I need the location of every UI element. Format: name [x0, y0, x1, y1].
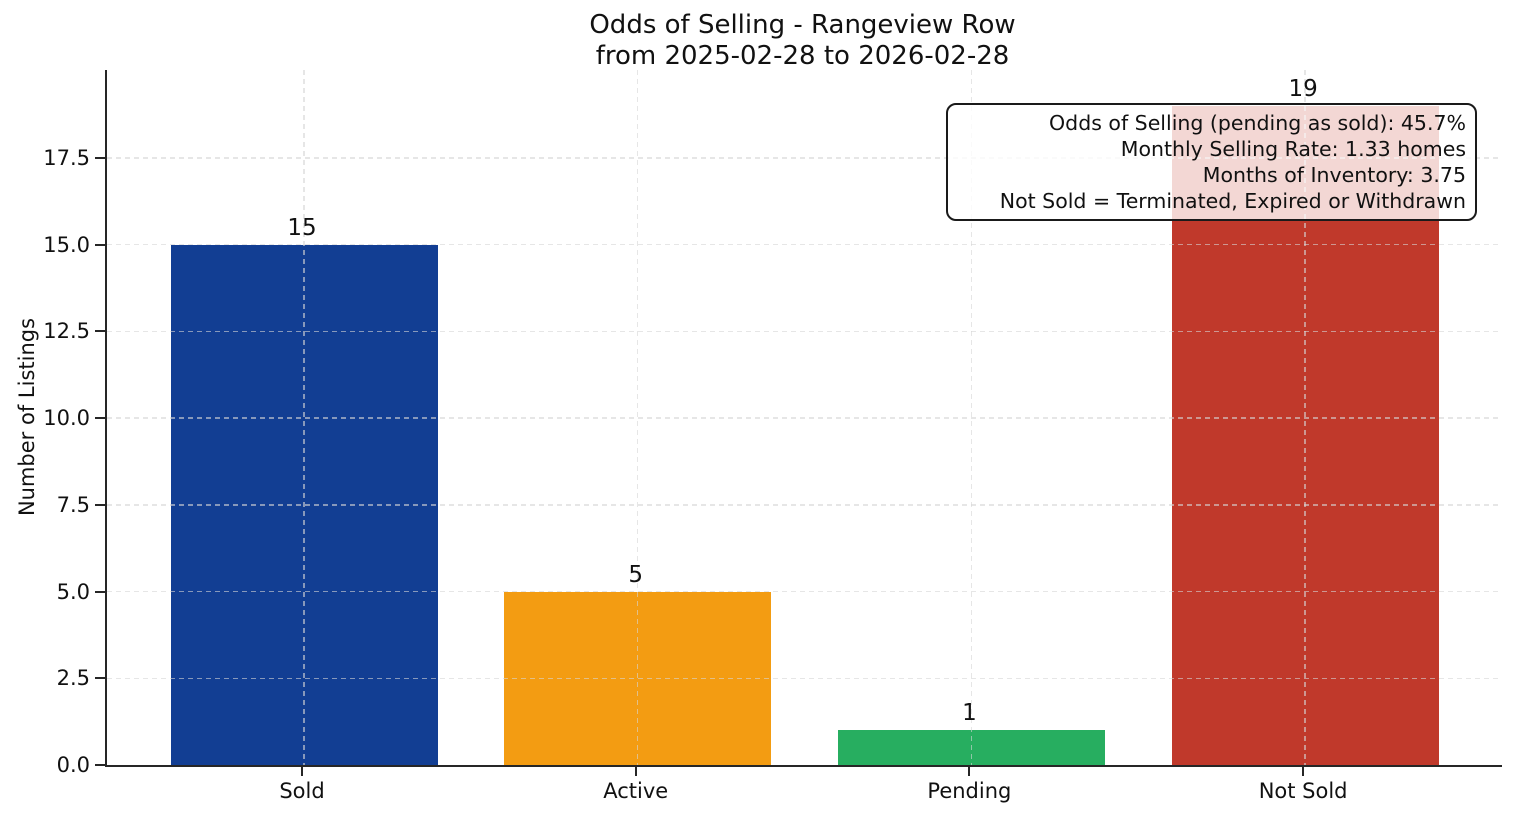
stats-annotation: Odds of Selling (pending as sold): 45.7%…: [946, 103, 1477, 221]
x-tick-label-pending: Pending: [927, 779, 1012, 803]
x-tick-mark: [968, 767, 971, 776]
y-tick-mark: [95, 330, 105, 333]
annotation-line-selling-rate: Monthly Selling Rate: 1.33 homes: [1120, 137, 1466, 161]
x-tick-mark: [1302, 767, 1305, 776]
x-tick-mark: [301, 767, 303, 776]
y-tick-label: 2.5: [56, 666, 90, 691]
chart-title-block: Odds of Selling - Rangeview Row from 202…: [105, 10, 1500, 72]
bar-pending: [837, 730, 1105, 765]
y-tick-label: 12.5: [43, 319, 90, 344]
annotation-line-notsold-note: Not Sold = Terminated, Expired or Withdr…: [999, 189, 1466, 213]
annotation-line-odds: Odds of Selling (pending as sold): 45.7%: [1049, 111, 1466, 135]
x-tick-label-active: Active: [603, 779, 669, 803]
bar-active: [504, 591, 772, 765]
x-tick-label-sold: Sold: [279, 779, 325, 803]
y-tick-mark: [95, 417, 105, 419]
y-tick-mark: [95, 503, 105, 506]
chart-title: Odds of Selling - Rangeview Row: [589, 10, 1016, 40]
y-tick-label: 10.0: [43, 406, 90, 430]
bar-value-label-sold: 15: [287, 214, 317, 241]
x-tick-label-not-sold: Not Sold: [1258, 779, 1348, 803]
y-tick-label: 5.0: [56, 579, 90, 604]
bar-value-label-active: 5: [628, 561, 643, 588]
y-tick-label: 0.0: [56, 753, 90, 777]
x-tick-mark: [634, 767, 637, 776]
y-tick-label: 7.5: [56, 492, 90, 517]
y-tick-mark: [95, 243, 105, 246]
annotation-line-inventory: Months of Inventory: 3.75: [1202, 163, 1466, 187]
y-tick-label: 15.0: [43, 232, 90, 257]
bar-sold: [170, 244, 438, 765]
y-tick-mark: [95, 677, 105, 680]
y-tick-mark: [95, 156, 105, 159]
chart-subtitle: from 2025-02-28 to 2026-02-28: [595, 41, 1010, 71]
y-tick-mark: [95, 590, 105, 593]
bar-value-label-not-sold: 19: [1288, 75, 1318, 102]
bar-value-label-pending: 1: [962, 700, 977, 727]
y-tick-label: 17.5: [43, 145, 90, 170]
y-tick-mark: [95, 764, 105, 766]
